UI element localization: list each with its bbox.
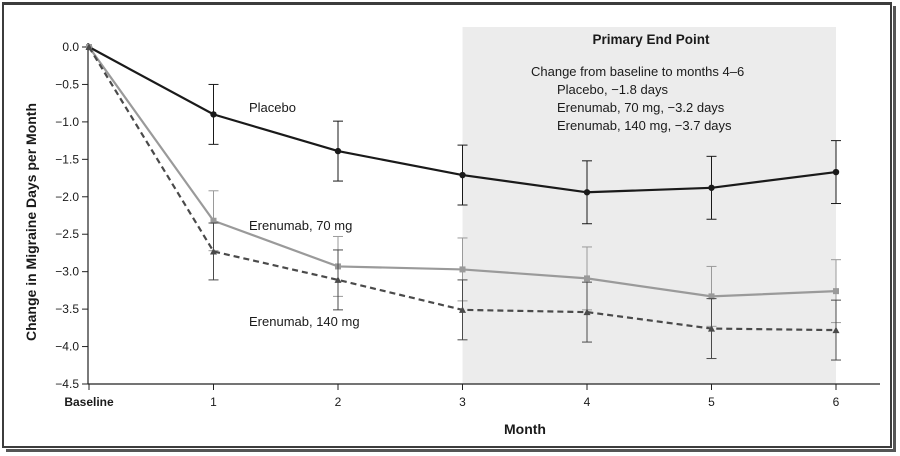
data-point bbox=[583, 308, 591, 316]
x-tick-label-baseline: Baseline bbox=[64, 395, 114, 409]
y-tick-label: −0.5 bbox=[55, 77, 79, 91]
primary-end-point-title: Primary End Point bbox=[592, 32, 710, 47]
y-tick-label: −4.5 bbox=[55, 377, 79, 391]
y-tick-label: −3.0 bbox=[55, 265, 79, 279]
data-point bbox=[584, 275, 590, 282]
data-point bbox=[210, 111, 217, 118]
data-point bbox=[832, 168, 840, 176]
x-tick-label: 4 bbox=[584, 395, 591, 409]
y-tick-label: 0.0 bbox=[62, 40, 79, 54]
erenumab-140-series-label: Erenumab, 140 mg bbox=[249, 314, 360, 329]
series-0 bbox=[85, 43, 841, 225]
x-axis-title: Month bbox=[504, 421, 546, 437]
data-point bbox=[708, 293, 715, 300]
data-point bbox=[459, 306, 466, 313]
y-tick-label: −3.5 bbox=[55, 302, 79, 316]
axes bbox=[87, 43, 880, 385]
y-tick-label: −2.0 bbox=[55, 190, 79, 204]
panel-line-erenumab-70: Erenumab, 70 mg, −3.2 days bbox=[557, 100, 725, 115]
x-tick-label: 1 bbox=[210, 395, 217, 409]
panel-line-placebo: Placebo, −1.8 days bbox=[557, 82, 668, 97]
panel-line-erenumab-140: Erenumab, 140 mg, −3.7 days bbox=[557, 118, 732, 133]
primary-end-point-region bbox=[462, 27, 836, 384]
x-tick-label: 5 bbox=[708, 395, 715, 409]
y-axis-title: Change in Migraine Days per Month bbox=[23, 103, 39, 341]
data-point bbox=[210, 247, 217, 255]
data-point bbox=[583, 189, 591, 196]
y-axis-ticks: 0.0 −0.5 −1.0 −1.5 −2.0 −2.5 −3.0 −3.5 −4.0 −4.5 bbox=[55, 40, 88, 391]
data-point bbox=[334, 147, 342, 155]
x-tick-label: 2 bbox=[335, 395, 342, 409]
x-tick-label: 6 bbox=[833, 395, 840, 409]
y-tick-label: −4.0 bbox=[55, 340, 79, 354]
data-point bbox=[833, 288, 839, 295]
series-2 bbox=[85, 43, 841, 361]
placebo-series-label: Placebo bbox=[249, 100, 296, 115]
data-point bbox=[708, 184, 715, 191]
series-layer bbox=[85, 43, 841, 361]
data-point bbox=[708, 325, 715, 332]
data-point bbox=[459, 266, 466, 273]
data-point bbox=[210, 217, 217, 224]
data-point bbox=[459, 171, 466, 179]
data-point bbox=[334, 276, 342, 283]
figure-frame bbox=[2, 2, 892, 448]
y-tick-label: −1.5 bbox=[55, 152, 79, 166]
erenumab-70-series-label: Erenumab, 70 mg bbox=[249, 218, 352, 233]
y-tick-label: −2.5 bbox=[55, 227, 79, 241]
y-tick-label: −1.0 bbox=[55, 115, 79, 129]
x-axis-ticks: Baseline 1 2 3 4 5 6 bbox=[64, 384, 840, 409]
panel-line-change-from-baseline: Change from baseline to months 4–6 bbox=[531, 64, 744, 79]
data-point bbox=[85, 43, 93, 50]
x-tick-label: 3 bbox=[459, 395, 466, 409]
data-point bbox=[832, 326, 840, 334]
figure-shadow bbox=[6, 6, 896, 452]
